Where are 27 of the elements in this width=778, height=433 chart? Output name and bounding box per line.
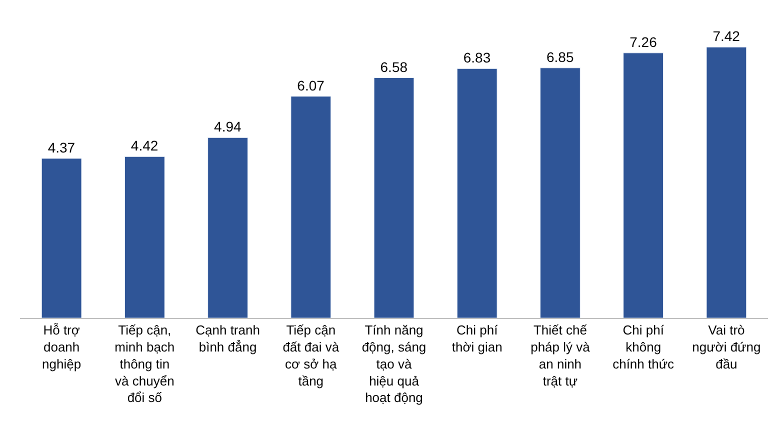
bar <box>456 68 498 318</box>
bar <box>540 68 580 318</box>
bar <box>208 137 248 318</box>
data-label: 6.07 <box>297 77 325 94</box>
data-label: 7.26 <box>630 34 658 50</box>
data-label: 4.94 <box>214 118 242 135</box>
x-tick-label: Vai trò người đứng đầu <box>692 322 761 372</box>
x-tick-label: Tính năng động, sáng tạo và hiệu quả hoạt động <box>362 322 426 406</box>
x-tick-label: Tiếp cận đất đai và cơ sở hạ tầng <box>282 322 340 388</box>
bar <box>374 78 414 318</box>
bar <box>623 52 664 318</box>
data-label: 4.37 <box>48 139 76 156</box>
x-tick-label: Chi phí thời gian <box>452 322 502 354</box>
x-tick-label: Cạnh tranh bình đẳng <box>196 322 260 354</box>
x-tick-label: Tiếp cận, minh bạch thông tin và chuyển đổi số <box>114 322 175 406</box>
bar <box>290 96 332 318</box>
data-label: 7.42 <box>712 28 740 44</box>
x-tick-label: Hỗ trợ doanh nghiệp <box>42 322 82 372</box>
bar <box>124 156 165 318</box>
data-label: 6.83 <box>463 50 491 66</box>
data-label: 4.42 <box>130 138 158 154</box>
x-tick-label: Thiết chế pháp lý và an ninh trật tự <box>530 322 591 388</box>
data-label: 6.58 <box>380 58 408 75</box>
bar <box>41 158 82 318</box>
x-tick-label: Chi phí không chính thức <box>612 322 675 372</box>
data-label: 6.85 <box>546 48 574 65</box>
bar <box>706 46 747 318</box>
